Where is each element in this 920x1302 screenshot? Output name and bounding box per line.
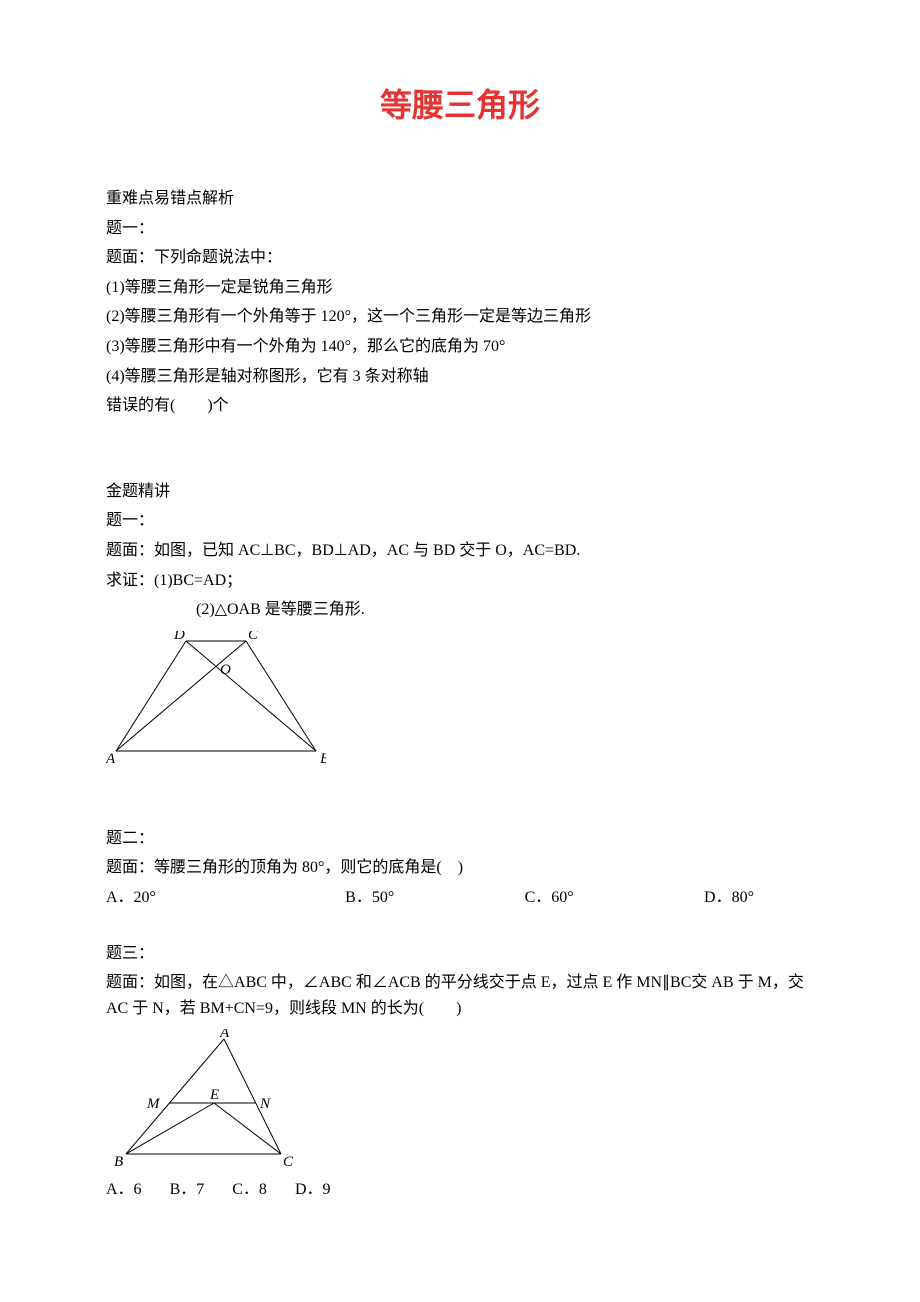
stem-prefix: 题面： [106, 249, 154, 266]
s2q3-label: 题三： [106, 941, 814, 967]
svg-text:E: E [209, 1087, 219, 1103]
svg-text:A: A [219, 1029, 230, 1041]
stem-prefix: 题面： [106, 859, 154, 876]
s2q3-stem: 题面：如图，在△ABC 中，∠ABC 和∠ACB 的平分线交于点 E，过点 E … [106, 970, 814, 1021]
option-c: C．8 [232, 1177, 267, 1203]
s2q1-figure: A B C D O [106, 631, 814, 766]
s1q1-stem: 题面：下列命题说法中： [106, 245, 814, 271]
option-a: A．20° [106, 885, 285, 911]
option-b: B．7 [170, 1177, 205, 1203]
section1-header: 重难点易错点解析 [106, 186, 814, 212]
s2q1-stem: 题面：如图，已知 AC⊥BC，BD⊥AD，AC 与 BD 交于 O，AC=BD. [106, 538, 814, 564]
stem-prefix: 题面： [106, 542, 154, 559]
option-d: D．9 [295, 1177, 331, 1203]
s2q3-options: A．6 B．7 C．8 D．9 [106, 1177, 814, 1203]
s2q1-label: 题一： [106, 508, 814, 534]
s2q1-prove2: (2)△OAB 是等腰三角形. [106, 597, 814, 623]
svg-text:C: C [283, 1154, 294, 1169]
s1q1-tail: 错误的有( )个 [106, 393, 814, 419]
s1q1-label: 题一： [106, 216, 814, 242]
s1q1-p4: (4)等腰三角形是轴对称图形，它有 3 条对称轴 [106, 364, 814, 390]
s2q2-options: A．20° B．50° C．60° D．80° [106, 885, 814, 911]
svg-text:M: M [146, 1096, 161, 1112]
svg-text:N: N [259, 1096, 271, 1112]
svg-text:A: A [106, 751, 116, 766]
svg-text:D: D [173, 631, 185, 643]
option-b: B．50° [345, 885, 464, 911]
prove-prefix: 求证： [106, 572, 154, 589]
prove1-text: (1)BC=AD； [154, 572, 242, 589]
s1q1-p1: (1)等腰三角形一定是锐角三角形 [106, 275, 814, 301]
s2q2-stem: 题面：等腰三角形的顶角为 80°，则它的底角是( ) [106, 855, 814, 881]
option-d: D．80° [704, 885, 754, 911]
page-title: 等腰三角形 [106, 80, 814, 126]
option-a: A．6 [106, 1177, 142, 1203]
svg-text:B: B [114, 1154, 123, 1169]
s1q1-p2: (2)等腰三角形有一个外角等于 120°，这一个三角形一定是等边三角形 [106, 304, 814, 330]
stem-text: 如图，在△ABC 中，∠ABC 和∠ACB 的平分线交于点 E，过点 E 作 M… [106, 974, 804, 1017]
stem-prefix: 题面： [106, 974, 154, 991]
stem-text: 如图，已知 AC⊥BC，BD⊥AD，AC 与 BD 交于 O，AC=BD. [154, 542, 580, 559]
s1q1-p3: (3)等腰三角形中有一个外角为 140°，那么它的底角为 70° [106, 334, 814, 360]
svg-text:C: C [248, 631, 259, 643]
option-c: C．60° [525, 885, 644, 911]
svg-text:B: B [320, 751, 326, 766]
s2q3-figure: A B C M N E [106, 1029, 814, 1169]
svg-text:O: O [220, 662, 231, 678]
stem-text: 下列命题说法中： [154, 249, 282, 266]
s2q2-label: 题二： [106, 826, 814, 852]
section2-header: 金题精讲 [106, 479, 814, 505]
s2q1-prove1-line: 求证：(1)BC=AD； [106, 568, 814, 594]
stem-text: 等腰三角形的顶角为 80°，则它的底角是( ) [154, 859, 463, 876]
